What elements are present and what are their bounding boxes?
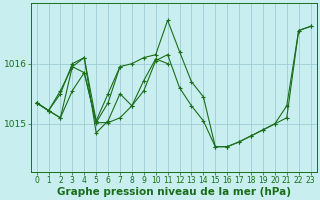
X-axis label: Graphe pression niveau de la mer (hPa): Graphe pression niveau de la mer (hPa) <box>57 187 291 197</box>
